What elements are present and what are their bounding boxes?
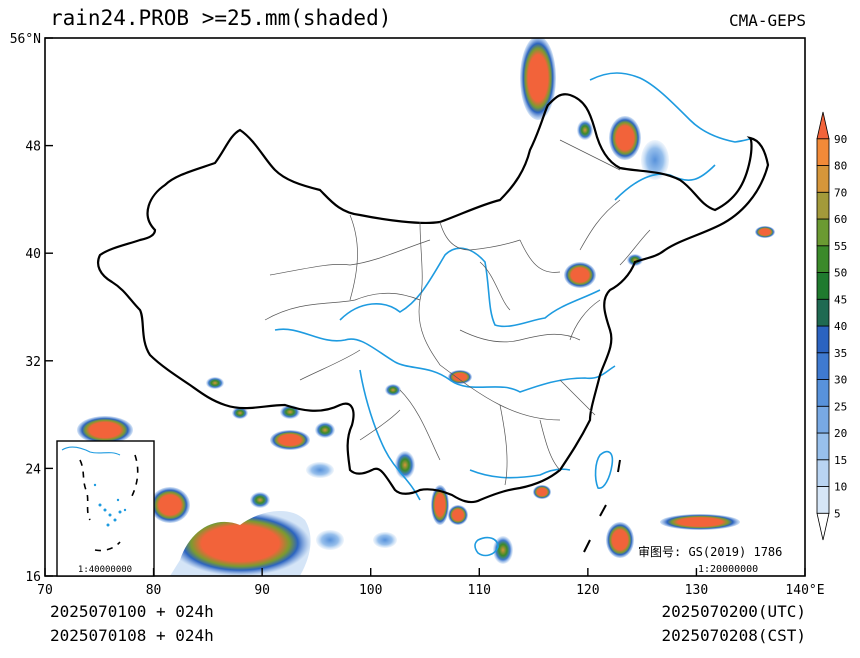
- colorbar-segment: [816, 432, 830, 461]
- probability-shading: [77, 38, 775, 576]
- y-tick-label: 24: [25, 462, 41, 477]
- inset-scale: 1:40000000: [78, 565, 132, 575]
- prob-area-myanmar: [395, 451, 415, 479]
- prob-area-beijing: [564, 262, 596, 288]
- prob-area-south-c: [250, 492, 270, 508]
- prob-area-south-b: [316, 530, 344, 550]
- colorbar: 5 10 15 20 25 30 35 40 45 50 55 60 70 80 90: [816, 111, 847, 541]
- init-time-cst: 2025070108 + 024h: [50, 626, 214, 645]
- model-name: CMA-GEPS: [728, 11, 806, 30]
- colorbar-segment: [816, 245, 830, 273]
- rivers: [274, 72, 753, 501]
- colorbar-segment: [816, 191, 830, 220]
- init-time-utc: 2025070100 + 024h: [50, 602, 214, 621]
- prob-area-laos: [431, 485, 449, 525]
- colorbar-label: 90: [834, 133, 847, 146]
- prob-area-southwest: [150, 487, 190, 523]
- yellow-river: [339, 247, 601, 328]
- colorbar-segment: [816, 325, 830, 354]
- heilongjiang-river: [589, 72, 753, 143]
- prob-area-yunnan: [385, 384, 401, 396]
- x-tick-label: 140°E: [785, 583, 824, 598]
- colorbar-label: 30: [834, 374, 847, 387]
- prob-area-amur: [577, 120, 593, 140]
- colorbar-label: 5: [834, 507, 841, 520]
- x-tick-label: 90: [254, 583, 270, 598]
- colorbar-segment: [816, 138, 830, 166]
- prob-area-bay-of-bengal: [170, 510, 311, 576]
- prob-area-guangdong: [533, 485, 551, 499]
- prob-area-himalaya-2: [315, 422, 335, 438]
- colorbar-segment: [816, 272, 830, 300]
- colorbar-segment: [816, 352, 830, 380]
- y-tick-label: 48: [25, 140, 41, 155]
- prob-area-heilongjiang-e: [609, 116, 641, 160]
- colorbar-segment: [816, 512, 830, 541]
- map-figure: 1:40000000 审图号: GS(2019) 1786 1:20000000…: [10, 32, 848, 598]
- prob-area-pacific: [660, 514, 740, 530]
- prob-area-himalaya-1: [270, 430, 310, 450]
- hainan-island: [474, 536, 499, 557]
- x-axis: 70 80 90 100 110 120 130 140°E: [37, 568, 825, 598]
- prob-area-tibet-w: [206, 377, 224, 389]
- colorbar-label: 55: [834, 240, 847, 253]
- taiwan-island: [594, 450, 614, 489]
- colorbar-segment: [816, 165, 830, 193]
- colorbar-label: 25: [834, 400, 847, 413]
- y-tick-label: 16: [25, 570, 41, 585]
- colorbar-label: 15: [834, 454, 847, 467]
- approval-number: 审图号: GS(2019) 1786: [638, 544, 782, 559]
- map-scale: 1:20000000: [698, 564, 758, 575]
- prob-area-liaoning: [627, 254, 643, 266]
- map-title: rain24.PROB >=25.mm(shaded): [50, 6, 392, 30]
- prob-area-luzon: [606, 522, 634, 558]
- south-china-sea-inset: 1:40000000: [56, 440, 155, 577]
- x-tick-label: 70: [37, 583, 53, 598]
- prob-area-vietnam: [448, 505, 468, 525]
- colorbar-label: 35: [834, 347, 847, 360]
- colorbar-label: 80: [834, 160, 847, 173]
- colorbar-label: 50: [834, 267, 847, 280]
- valid-time-utc: 2025070200(UTC): [661, 602, 807, 621]
- colorbar-segment: [816, 379, 830, 407]
- colorbar-label: 70: [834, 186, 847, 199]
- prob-area-sakhalin: [755, 226, 775, 238]
- colorbar-segment: [816, 405, 830, 434]
- colorbar-segment: [816, 459, 830, 487]
- colorbar-label: 60: [834, 213, 847, 226]
- x-tick-label: 130: [685, 583, 708, 598]
- colorbar-segment: [816, 486, 830, 514]
- valid-time-cst: 2025070208(CST): [661, 626, 807, 645]
- colorbar-label: 40: [834, 320, 847, 333]
- prob-area-tibet-c: [306, 462, 334, 478]
- colorbar-label: 45: [834, 293, 847, 306]
- y-axis: 16 24 32 40 48 56°N: [10, 32, 53, 585]
- prob-area-heilongjiang-w: [520, 38, 556, 120]
- x-tick-label: 80: [146, 583, 162, 598]
- colorbar-segment: [816, 298, 830, 327]
- province-borders: [264, 139, 651, 486]
- mekong-river: [359, 369, 421, 501]
- colorbar-label: 20: [834, 427, 847, 440]
- prob-area-ne: [641, 140, 669, 180]
- national-border: [96, 93, 770, 504]
- colorbar-segment: [816, 218, 830, 247]
- map-frame: [44, 37, 806, 577]
- prob-area-himalaya-4: [232, 407, 248, 419]
- x-tick-label: 100: [359, 583, 382, 598]
- prob-area-sichuan: [448, 370, 472, 384]
- colorbar-segment: [816, 111, 830, 140]
- colorbar-label: 10: [834, 481, 847, 494]
- dash-line: [583, 459, 621, 553]
- yangtze-river: [274, 328, 616, 393]
- y-tick-label: 56°N: [10, 32, 41, 47]
- y-tick-label: 40: [25, 247, 41, 262]
- y-tick-label: 32: [25, 355, 41, 370]
- x-tick-label: 110: [468, 583, 491, 598]
- prob-area-indochina: [373, 532, 397, 548]
- prob-area-west: [77, 416, 133, 444]
- x-tick-label: 120: [576, 583, 599, 598]
